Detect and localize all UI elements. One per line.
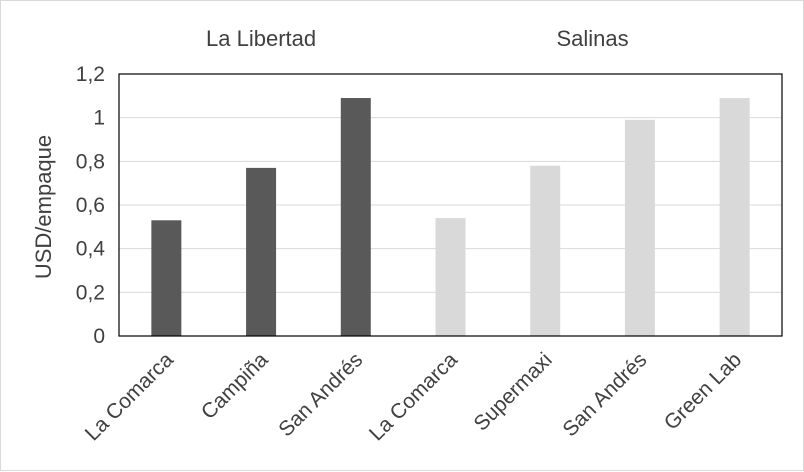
x-category-label: Green Lab — [660, 348, 746, 434]
group-label: Salinas — [556, 26, 628, 51]
group-label: La Libertad — [206, 26, 316, 51]
y-tick-labels: 0 0,2 0,4 0,6 0,8 1 1,2 — [76, 63, 106, 348]
y-tick-label: 0,6 — [76, 194, 105, 217]
y-tick-label: 0,8 — [76, 150, 105, 173]
bar — [435, 218, 466, 336]
bars — [151, 98, 750, 337]
x-category-label: San Andrés — [274, 348, 367, 441]
y-tick-label: 0,2 — [76, 281, 105, 304]
group-labels: La Libertad Salinas — [206, 26, 629, 51]
bar — [340, 98, 371, 337]
x-category-label: La Comarca — [365, 348, 462, 445]
x-category-label: Campiña — [197, 348, 273, 424]
y-tick-label: 0 — [93, 325, 105, 348]
bar — [624, 119, 655, 336]
plot-area-border — [118, 73, 783, 337]
bar — [246, 167, 277, 336]
y-axis-title: USD/empaque — [31, 135, 56, 279]
x-category-label: Supermaxi — [469, 348, 556, 435]
y-tick-label: 1 — [93, 107, 105, 130]
y-tick-label: 0,4 — [76, 238, 106, 261]
x-category-label: San Andrés — [558, 348, 651, 441]
bar — [530, 165, 561, 336]
x-category-label: La Comarca — [81, 348, 178, 445]
y-tick-label: 1,2 — [76, 63, 105, 86]
bar — [719, 98, 750, 337]
bar — [151, 220, 182, 336]
